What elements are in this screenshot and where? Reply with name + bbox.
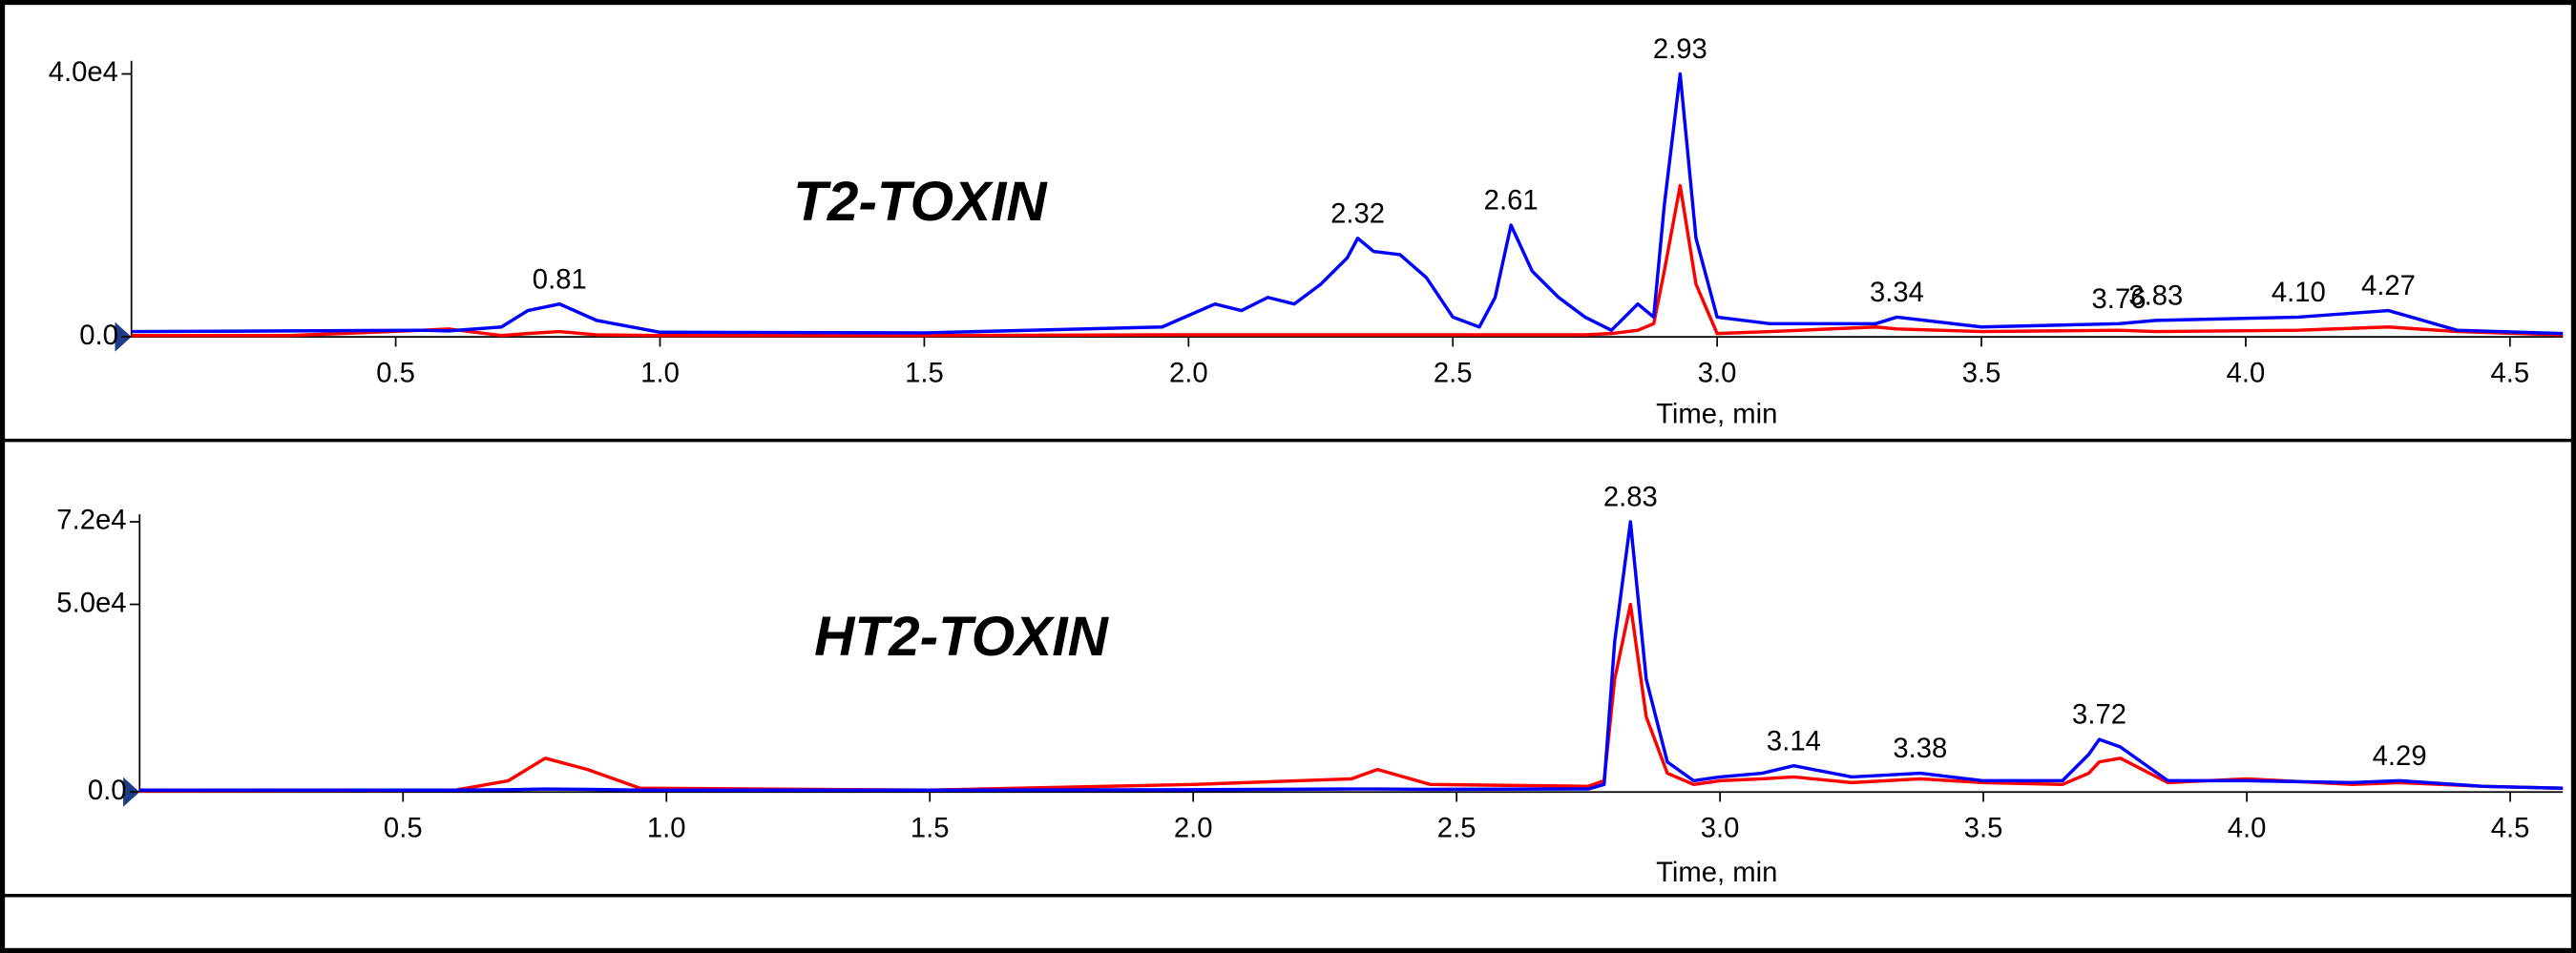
x-tick-label: 4.0	[2228, 814, 2267, 844]
x-tick-label: 1.5	[905, 358, 944, 388]
peak-label: 2.61	[1484, 186, 1539, 217]
peak-label: 2.32	[1330, 198, 1385, 229]
x-tick-label: 1.0	[647, 814, 686, 844]
panel-title: T2-TOXIN	[793, 171, 1048, 233]
x-tick-label: 1.0	[640, 358, 680, 388]
trace-line	[139, 602, 2564, 793]
x-tick-label: 2.5	[1437, 814, 1476, 844]
y-tick-label: 5.0e4	[56, 588, 126, 618]
peak-label: 3.83	[2128, 280, 2183, 311]
peak-label: 4.10	[2272, 278, 2326, 308]
peak-label: 2.83	[1603, 483, 1658, 513]
x-tick-label: 2.0	[1174, 814, 1213, 844]
x-tick-label: 3.5	[1962, 358, 2001, 388]
y-tick-label: 0.0	[88, 776, 127, 806]
x-tick-label: 3.5	[1964, 814, 2003, 844]
y-tick-label: 0.0	[79, 321, 118, 351]
peak-label: 2.93	[1653, 34, 1707, 65]
peak-label: 3.76	[2092, 284, 2147, 315]
x-tick-label: 4.0	[2227, 358, 2266, 388]
x-tick-label: 3.0	[1698, 358, 1737, 388]
x-tick-label: 0.5	[384, 814, 423, 844]
peak-label: 4.27	[2361, 271, 2416, 301]
peak-label: 3.38	[1893, 734, 1947, 764]
trace-line	[139, 520, 2564, 792]
x-tick-label: 2.0	[1169, 358, 1208, 388]
x-tick-label: 1.5	[911, 814, 950, 844]
peak-label: 0.81	[533, 264, 587, 295]
y-tick-label: 7.2e4	[56, 506, 126, 536]
trace-line	[131, 72, 2564, 336]
peak-label: 4.29	[2373, 741, 2427, 772]
x-tick-label: 4.5	[2491, 358, 2530, 388]
peak-label: 3.14	[1767, 726, 1821, 756]
x-tick-label: 4.5	[2491, 814, 2530, 844]
x-tick-label: 2.5	[1434, 358, 1473, 388]
x-tick-label: 0.5	[376, 358, 415, 388]
trace-line	[131, 183, 2564, 338]
peak-label: 3.34	[1870, 278, 1924, 308]
y-tick-label: 4.0e4	[49, 57, 118, 88]
x-axis-label: Time, min	[1656, 399, 1777, 429]
x-axis-label: Time, min	[1656, 858, 1777, 888]
x-tick-label: 3.0	[1701, 814, 1740, 844]
peak-label: 3.72	[2072, 700, 2126, 731]
panel-title: HT2-TOXIN	[814, 606, 1109, 668]
